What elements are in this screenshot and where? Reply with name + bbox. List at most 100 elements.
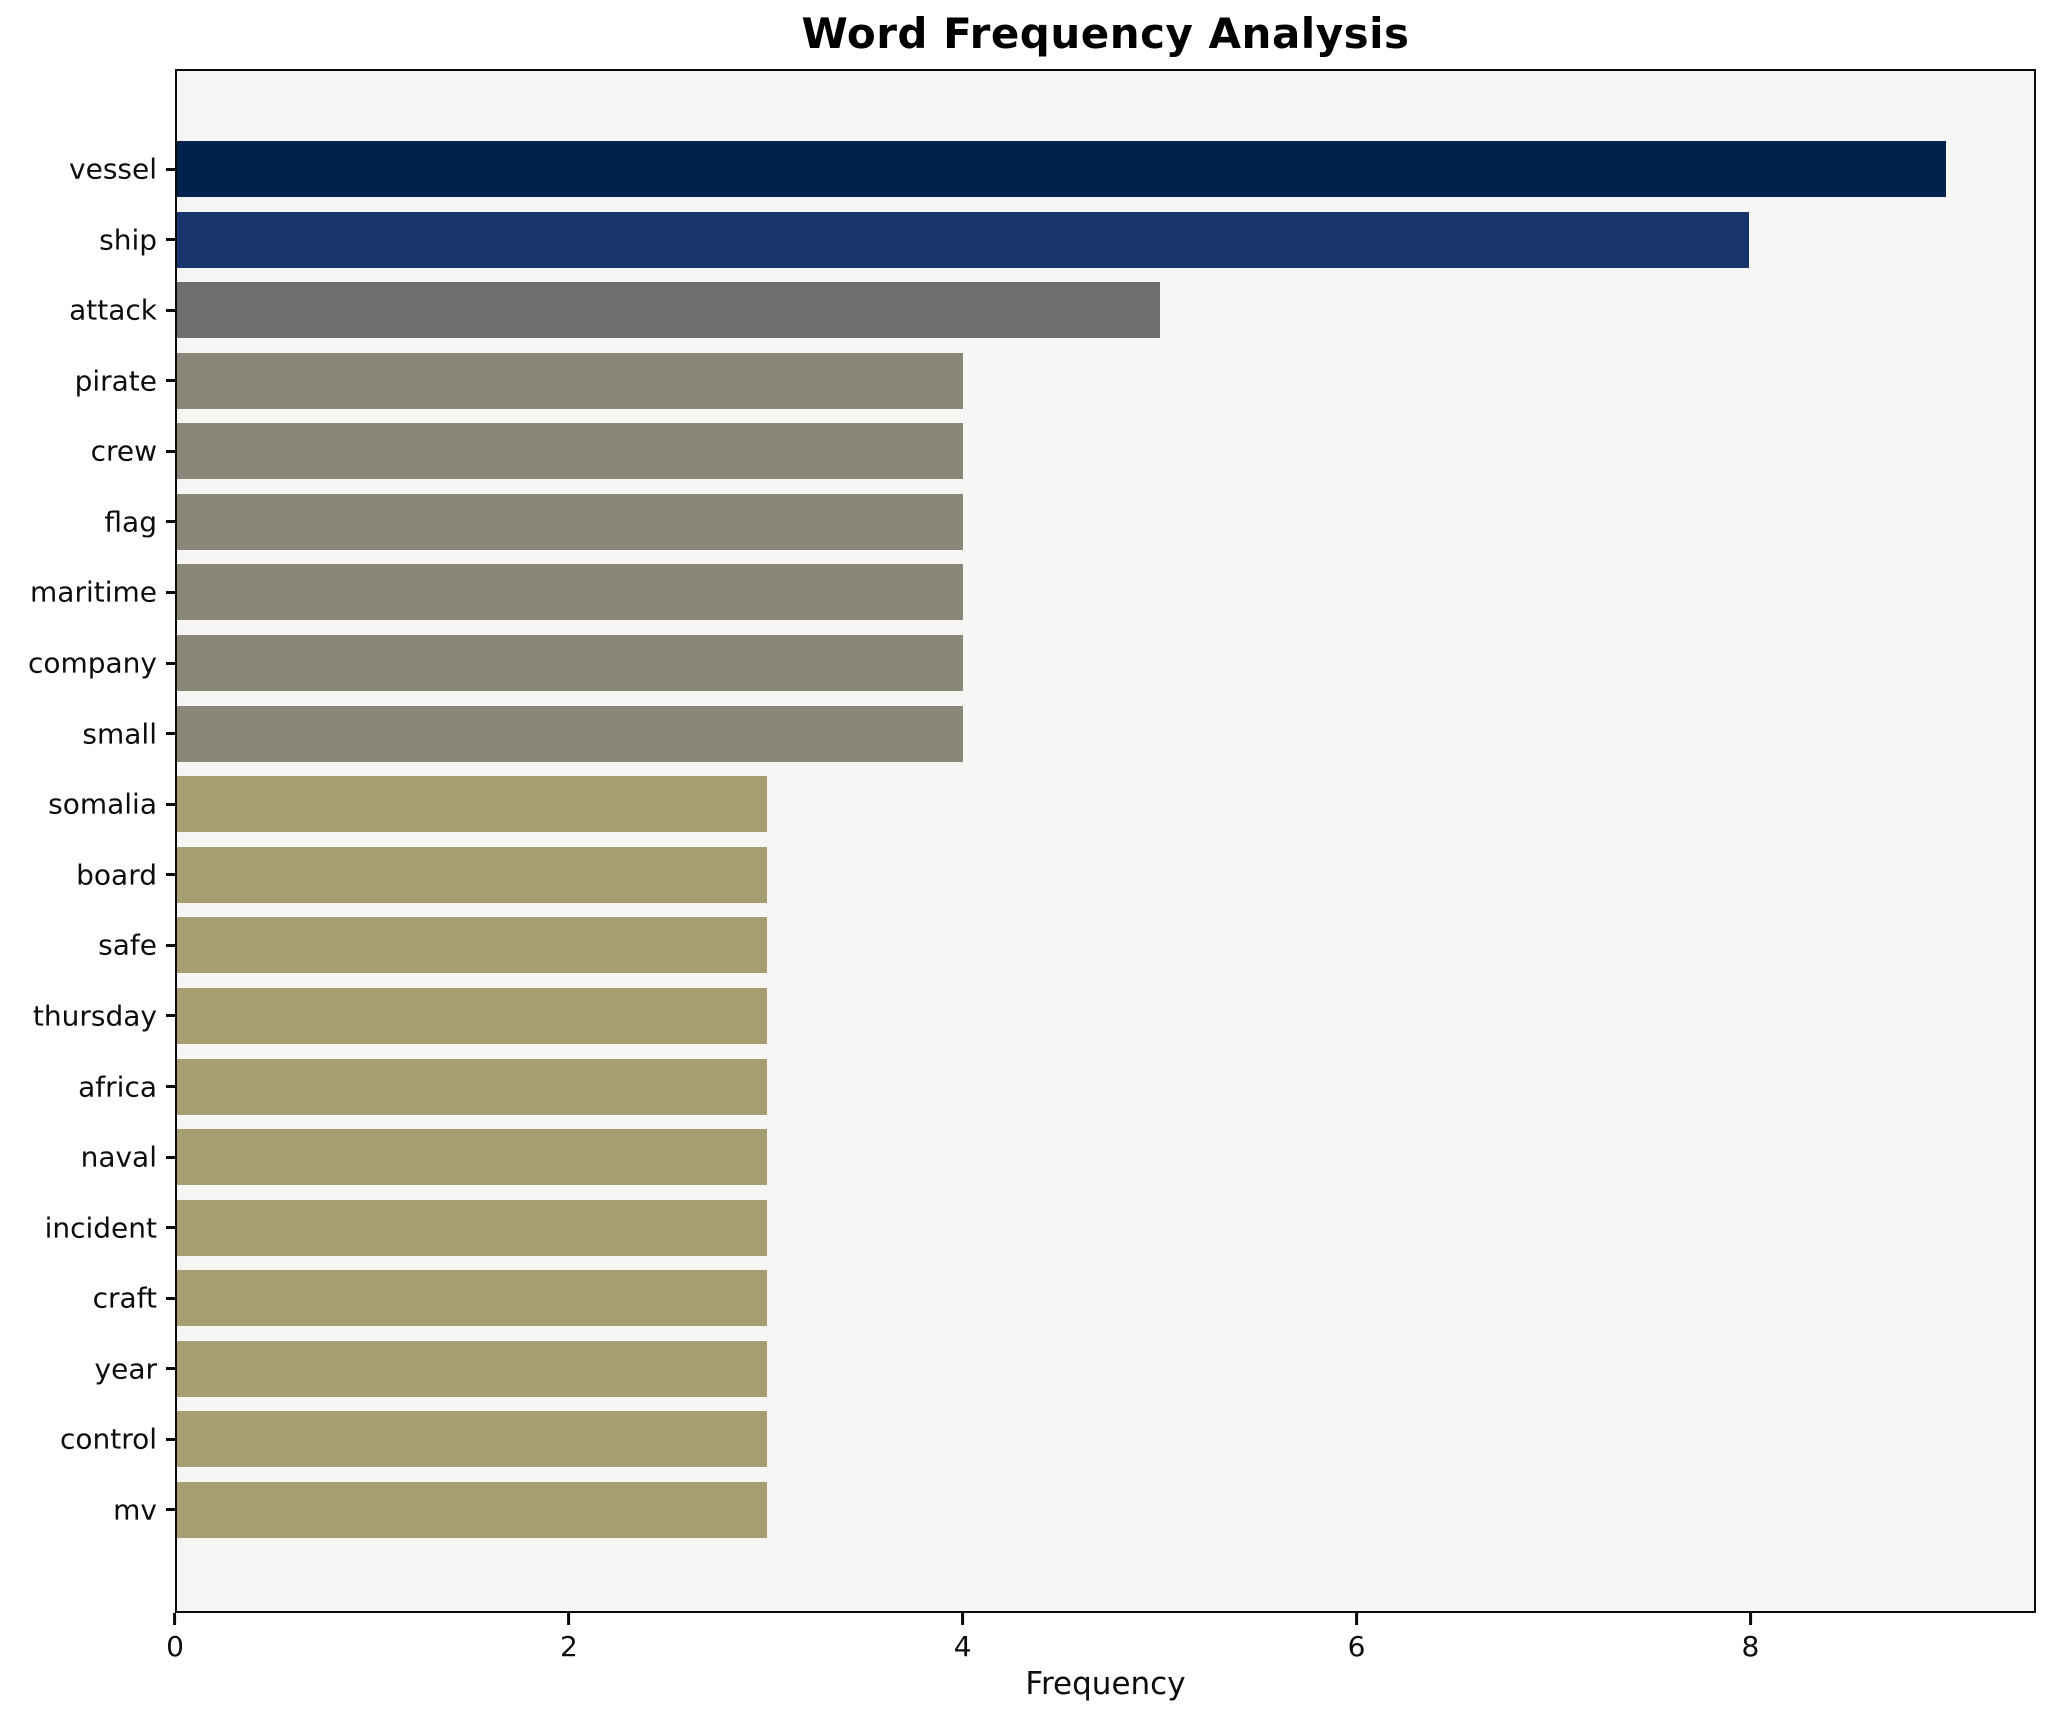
- bar-row: small: [82, 705, 2034, 762]
- y-tick-mark: [166, 732, 177, 736]
- x-tick-label: 6: [1347, 1630, 1366, 1663]
- y-axis-label: maritime: [30, 575, 157, 609]
- y-tick-mark: [166, 943, 177, 947]
- y-axis-label: vessel: [69, 152, 157, 186]
- bar-row: thursday: [33, 987, 2034, 1044]
- x-tick-label: 0: [166, 1630, 184, 1663]
- y-axis-label: attack: [69, 293, 157, 327]
- bar-row: year: [95, 1340, 2034, 1397]
- y-axis-label: africa: [78, 1070, 157, 1104]
- bar-row: craft: [93, 1270, 2034, 1327]
- bar: [177, 1411, 767, 1468]
- y-tick-mark: [166, 1367, 177, 1371]
- y-tick-mark: [166, 1014, 177, 1018]
- bar-row: pirate: [75, 352, 2034, 409]
- y-axis-label: crew: [90, 434, 157, 468]
- y-tick-mark: [166, 238, 177, 242]
- y-axis-label: pirate: [74, 364, 157, 398]
- x-tick: 8: [1741, 1613, 1760, 1664]
- y-tick-mark: [166, 873, 177, 877]
- x-tick-label: 8: [1741, 1630, 1760, 1663]
- y-tick-mark: [166, 802, 177, 806]
- y-axis-label: year: [94, 1352, 157, 1386]
- y-axis-label: somalia: [48, 787, 157, 821]
- bar: [177, 1481, 767, 1538]
- y-tick-mark: [166, 379, 177, 383]
- bar: [177, 987, 767, 1044]
- x-tick-label: 2: [559, 1630, 578, 1663]
- y-tick-mark: [166, 167, 177, 171]
- bar-row: board: [76, 846, 2034, 903]
- bar-row: crew: [91, 423, 2034, 480]
- plot-area: vessel ship attack pirate crew flag maritime co…: [28, 69, 2036, 1613]
- bar-row: somalia: [48, 776, 2034, 833]
- bar-row: incident: [45, 1199, 2034, 1256]
- bar-row: flag: [104, 493, 2034, 550]
- bar-row: company: [28, 635, 2034, 692]
- y-tick-mark: [166, 661, 177, 665]
- chart-title: Word Frequency Analysis: [801, 9, 1410, 58]
- bar: [177, 1340, 767, 1397]
- y-tick-mark: [166, 1226, 177, 1230]
- x-tick-mark: [961, 1613, 965, 1625]
- y-axis-label: safe: [98, 928, 157, 962]
- x-tick: 2: [560, 1613, 578, 1664]
- bar: [177, 493, 964, 550]
- bar-row: mv: [113, 1481, 2034, 1538]
- bar: [177, 564, 964, 621]
- y-tick-mark: [166, 590, 177, 594]
- bar: [177, 423, 964, 480]
- y-axis-label: ship: [99, 223, 157, 257]
- y-axis-label: small: [82, 717, 157, 751]
- bar-row: ship: [99, 211, 2034, 268]
- x-tick-mark: [1748, 1613, 1752, 1625]
- bar-row: control: [60, 1411, 2034, 1468]
- x-tick-mark: [1355, 1613, 1359, 1625]
- bar-row: maritime: [30, 564, 2034, 621]
- bar: [177, 705, 964, 762]
- bars-container: vessel ship attack pirate crew flag maritime co…: [28, 71, 2034, 1611]
- bar: [177, 1199, 767, 1256]
- y-tick-mark: [166, 520, 177, 524]
- y-tick-mark: [166, 1508, 177, 1512]
- bar: [177, 776, 767, 833]
- bar: [177, 1129, 767, 1186]
- bar: [177, 282, 1160, 339]
- x-axis-title: Frequency: [1025, 1666, 1186, 1702]
- bar-row: vessel: [69, 141, 2034, 197]
- x-tick-mark: [173, 1613, 177, 1625]
- y-axis-label: incident: [44, 1211, 157, 1245]
- bar: [177, 1270, 767, 1327]
- y-tick-mark: [166, 449, 177, 453]
- y-axis-label: naval: [80, 1140, 157, 1174]
- y-tick-mark: [166, 1296, 177, 1300]
- y-axis-label: company: [27, 646, 157, 680]
- x-tick: 6: [1347, 1613, 1366, 1664]
- bar: [177, 635, 964, 692]
- x-tick: 4: [954, 1613, 972, 1664]
- bar: [177, 352, 964, 409]
- y-axis-label: control: [59, 1422, 157, 1456]
- y-axis-label: craft: [92, 1281, 157, 1315]
- x-tick-label: 4: [953, 1630, 972, 1663]
- bar: [177, 846, 767, 903]
- y-axis-label: flag: [104, 505, 157, 539]
- y-tick-mark: [166, 1437, 177, 1441]
- bar-row: attack: [69, 282, 2034, 339]
- x-axis-ticks: 0 2 4 6 8: [166, 1613, 2036, 1673]
- y-tick-mark: [166, 1155, 177, 1159]
- bar: [177, 917, 767, 974]
- y-axis-label: board: [76, 858, 157, 892]
- y-tick-mark: [166, 308, 177, 312]
- bar: [177, 141, 1946, 197]
- bar: [177, 1058, 767, 1115]
- y-tick-mark: [166, 1085, 177, 1089]
- bar-row: naval: [81, 1129, 2034, 1186]
- x-tick-mark: [567, 1613, 571, 1625]
- bar: [177, 211, 1750, 268]
- x-tick: 0: [166, 1613, 184, 1664]
- y-axis-label: mv: [113, 1493, 157, 1527]
- bar-row: africa: [78, 1058, 2034, 1115]
- bar-row: safe: [98, 917, 2034, 974]
